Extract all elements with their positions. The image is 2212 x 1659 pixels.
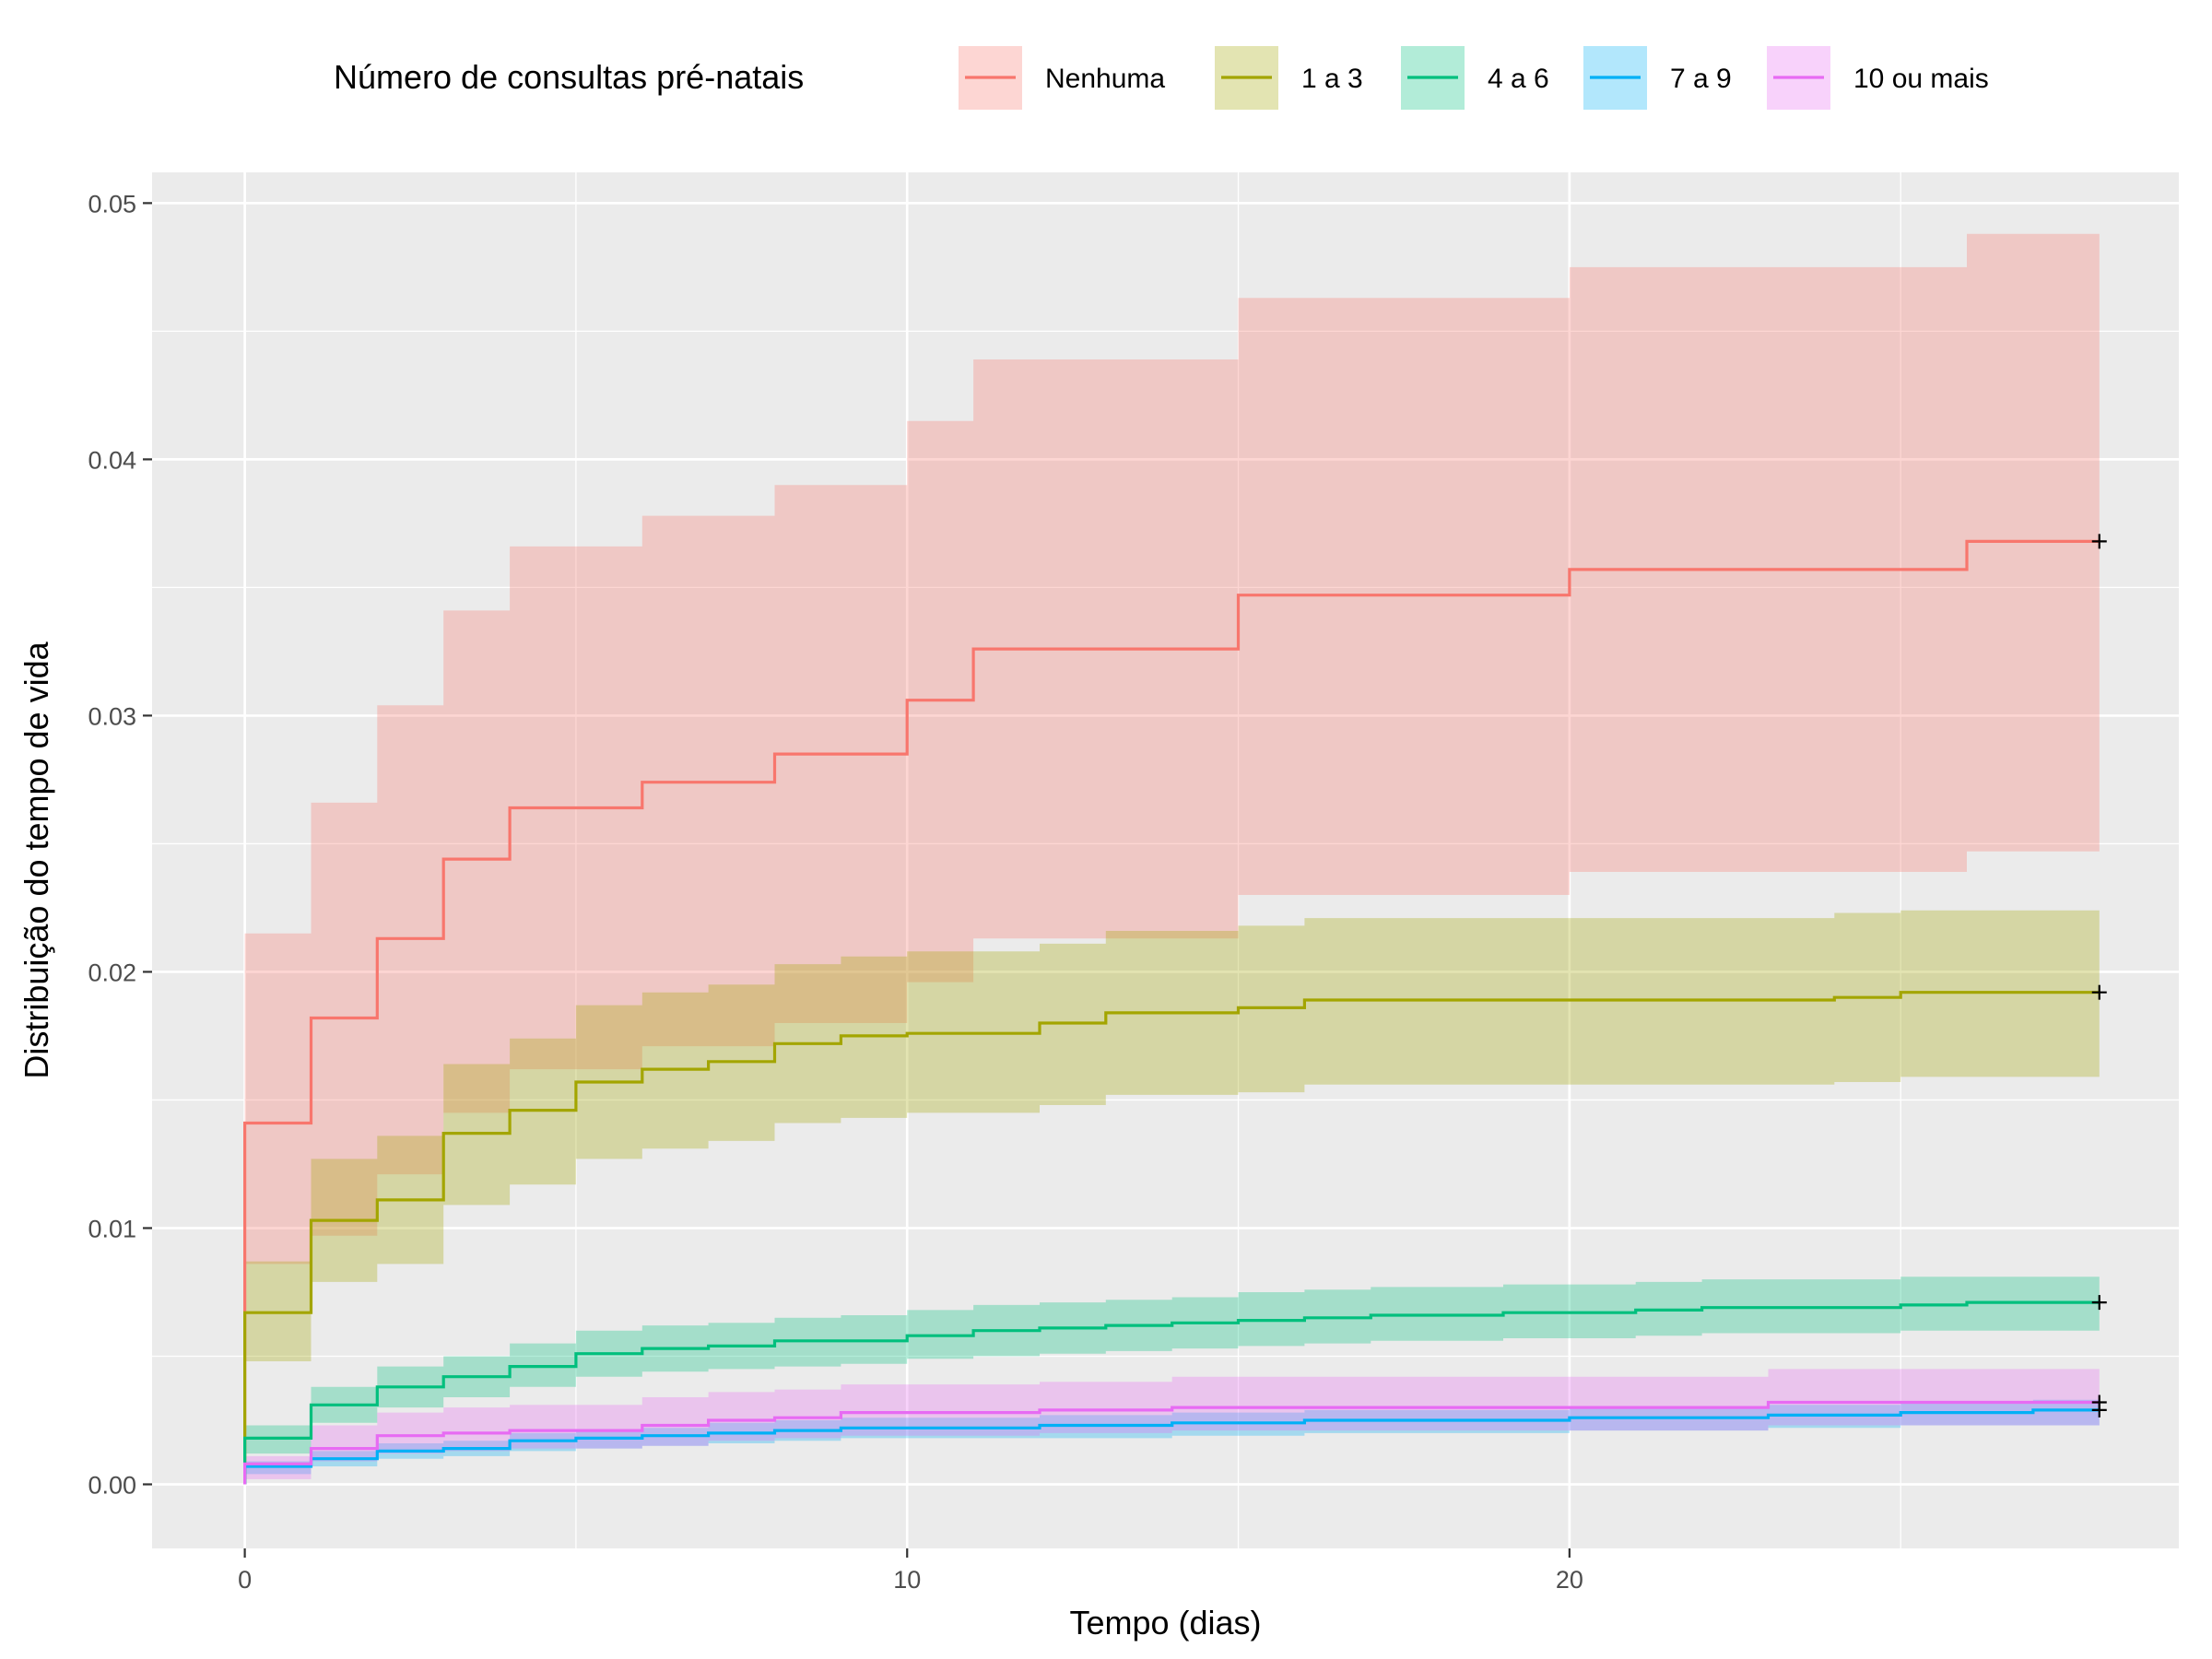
legend-item-10-ou-mais: 10 ou mais [1767, 46, 1989, 110]
y-tick-label: 0.00 [88, 1471, 136, 1499]
legend-label: 4 a 6 [1488, 64, 1549, 94]
band-1-a-3 [244, 910, 2100, 1485]
line-7-a-9 [243, 1408, 2100, 1485]
censor-mark-10-ou-mais [2091, 1394, 2107, 1410]
censor-mark-1-a-3 [2091, 984, 2107, 1000]
legend-label: 1 a 3 [1301, 64, 1363, 94]
y-tick-label: 0.05 [88, 190, 136, 218]
legend-item-7-a-9: 7 a 9 [1583, 46, 1732, 110]
y-tick-label: 0.02 [88, 959, 136, 986]
x-axis-title: Tempo (dias) [1069, 1604, 1261, 1641]
legend-label: 10 ou mais [1853, 64, 1989, 94]
legend-label: Nenhuma [1045, 64, 1165, 94]
censor-mark-nenhuma [2091, 534, 2107, 549]
confidence-bands [244, 233, 2100, 1485]
band-nenhuma [244, 233, 2100, 1485]
x-tick-label: 0 [238, 1566, 252, 1594]
x-tick-label: 10 [893, 1566, 921, 1594]
legend-item-4-a-6: 4 a 6 [1401, 46, 1549, 110]
band-4-a-6 [244, 1277, 2100, 1485]
x-tick-label: 20 [1556, 1566, 1583, 1594]
legend: Número de consultas pré-natais Nenhuma 1 a… [334, 46, 1989, 110]
line-nenhuma [243, 539, 2100, 1485]
legend-item-1-a-3: 1 a 3 [1215, 46, 1363, 110]
line-4-a-6 [243, 1300, 2100, 1485]
y-tick-label: 0.01 [88, 1215, 136, 1242]
legend-label: 7 a 9 [1670, 64, 1732, 94]
line-1-a-3 [243, 991, 2100, 1485]
y-axis-title: Distribuição do tempo de vida [18, 641, 55, 1078]
y-tick-label: 0.04 [88, 446, 136, 474]
series-lines [243, 539, 2100, 1485]
censor-marks [2091, 534, 2107, 1418]
censor-mark-4-a-6 [2091, 1295, 2107, 1311]
grid [152, 172, 2179, 1548]
legend-title: Número de consultas pré-natais [334, 58, 804, 96]
y-tick-label: 0.03 [88, 702, 136, 730]
band-7-a-9 [244, 1399, 2100, 1485]
legend-item-nenhuma: Nenhuma [959, 46, 1165, 110]
line-10-ou-mais [243, 1400, 2100, 1485]
axes: 0 10 20 0.00 0.01 0.02 0.03 0.04 0.05 Tempo (dias… [18, 190, 1583, 1641]
